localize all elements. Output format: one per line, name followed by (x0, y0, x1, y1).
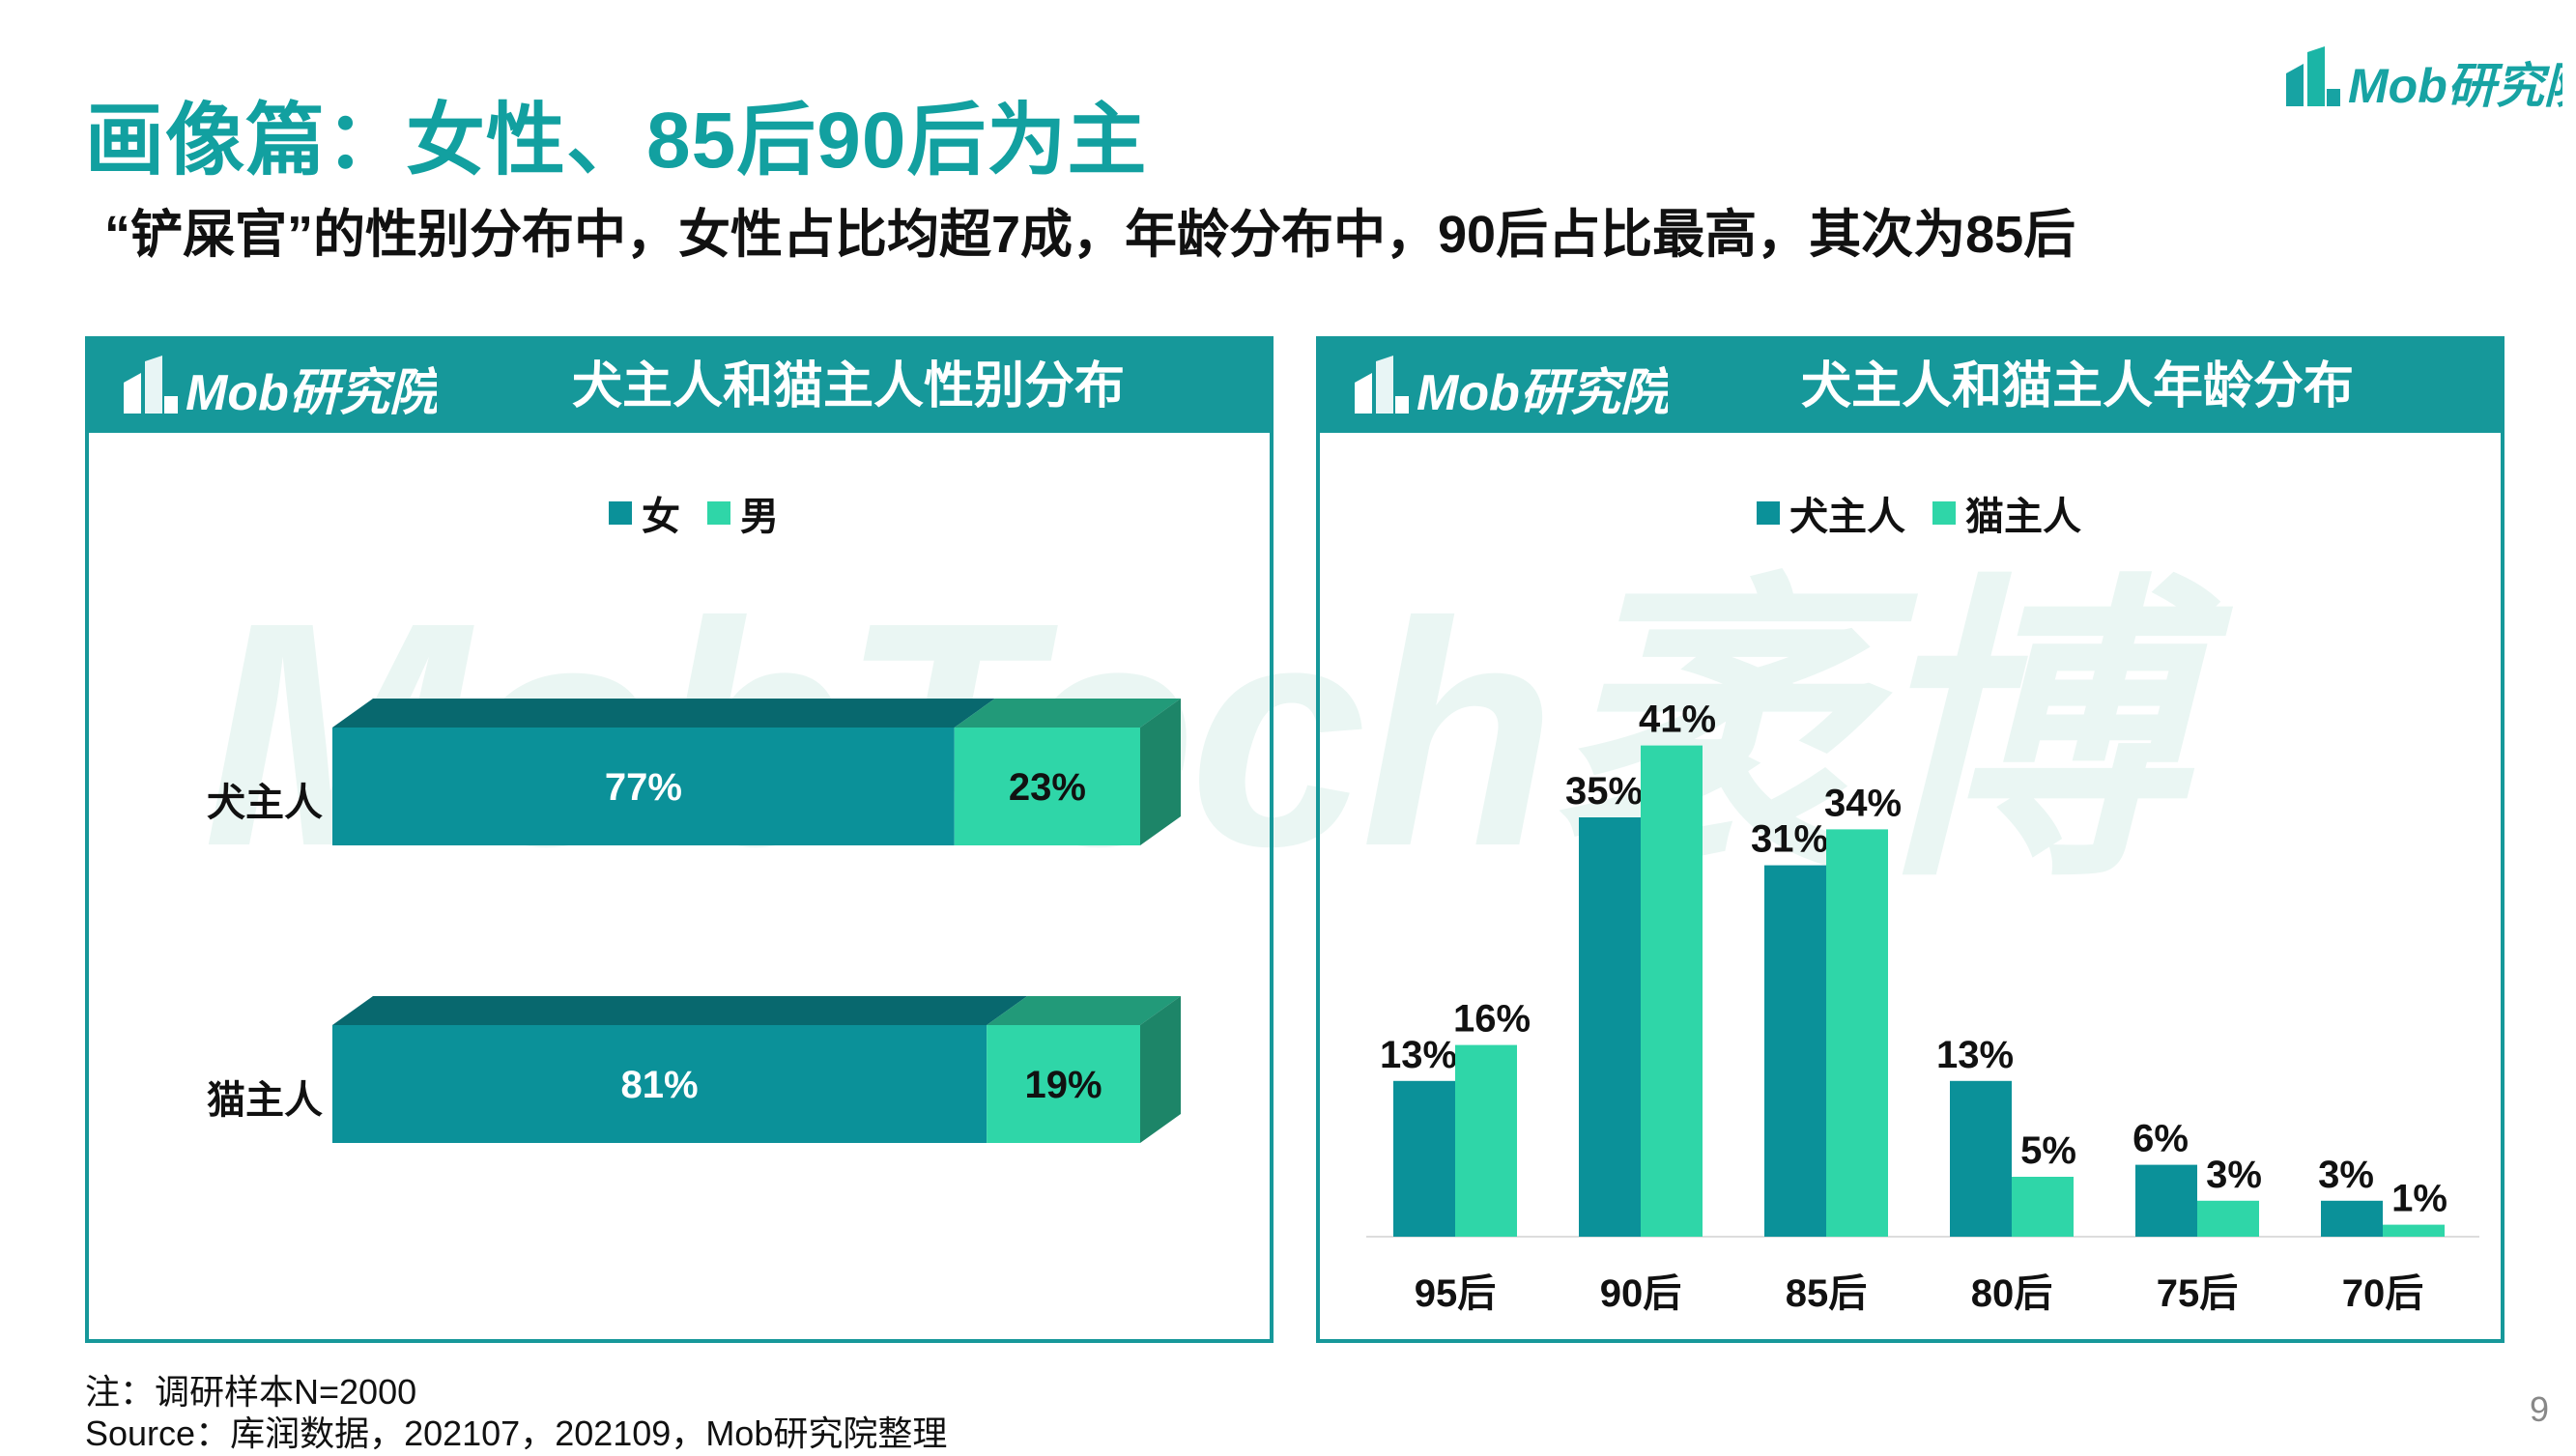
x-tick-label-2: 85后 (1786, 1272, 1868, 1315)
data-label-0-2: 31% (1751, 818, 1828, 861)
x-tick-label-0: 95后 (1415, 1272, 1497, 1315)
data-label-1-0: 16% (1453, 998, 1531, 1041)
legend-swatch-cat-owner (1932, 501, 1956, 525)
logo-mark-icon: Mob研究院 (2286, 46, 2576, 113)
page-subtitle: “铲屎官”的性别分布中，女性占比均超7成，年龄分布中，90后占比最高，其次为85… (104, 206, 2076, 264)
bar-0-2 (1764, 865, 1826, 1237)
data-label-1-2: 34% (1824, 782, 1902, 824)
panel-logo-text: Mob研究院 (186, 365, 437, 421)
bar-1-5 (2383, 1224, 2445, 1237)
bar-side-1 (1140, 996, 1181, 1143)
page-number: 9 (2530, 1389, 2550, 1429)
data-label-1-0: 23% (1009, 766, 1086, 809)
data-label-1-5: 1% (2391, 1178, 2447, 1220)
legend-item-cat-owner: 猫主人 (1932, 485, 2081, 541)
data-label-1-1: 19% (1025, 1064, 1102, 1106)
data-label-0-1: 35% (1565, 770, 1643, 813)
data-label-0-3: 13% (1936, 1034, 2014, 1076)
legend-label-male: 男 (740, 496, 779, 538)
category-label-1: 猫主人 (207, 1079, 323, 1122)
panel-logo-text: Mob研究院 (1417, 365, 1668, 421)
page-title: 画像篇：女性、85后90后为主 (85, 97, 1148, 185)
bar-top-1-0 (954, 699, 1181, 728)
bar-0-4 (2135, 1164, 2197, 1237)
age-chart-panel: Mob研究院 犬主人和猫主人年龄分布 犬主人 猫主人 13% 16% 95后 35% 4… (1316, 336, 2504, 1343)
legend-label-cat-owner: 猫主人 (1965, 496, 2081, 538)
source-note: Source：库润数据，202107，202109，Mob研究院整理 (85, 1413, 948, 1453)
brand-logo: Mob研究院 (2282, 46, 2576, 124)
data-label-1-4: 3% (2206, 1154, 2262, 1196)
x-tick-label-3: 80后 (1971, 1272, 2053, 1315)
panel-logo-icon: Mob研究院 (1355, 356, 1668, 421)
age-panel-header: Mob研究院 犬主人和猫主人年龄分布 (1320, 340, 2501, 433)
bar-1-1 (1641, 745, 1703, 1237)
bar-1-4 (2197, 1200, 2259, 1237)
age-chart-plot: 13%16%95后35%41%90后31%34%85后13%5%80后6%3%7… (1366, 699, 2479, 1315)
bar-segment-0-1 (332, 1025, 987, 1143)
gender-chart-title: 犬主人和猫主人性别分布 (572, 358, 1126, 414)
gender-chart-panel: Mob研究院 犬主人和猫主人性别分布 女 男 犬主人 77% 23% 猫主人 81% 19… (85, 336, 1274, 1343)
legend-item-dog-owner: 犬主人 (1757, 485, 1905, 541)
data-label-1-3: 5% (2020, 1129, 2076, 1172)
legend-swatch-male (707, 501, 730, 525)
bar-0-3 (1950, 1080, 2012, 1237)
legend-swatch-female (609, 501, 632, 525)
legend-label-female: 女 (642, 496, 680, 538)
data-label-0-1: 81% (621, 1064, 699, 1106)
bar-1-3 (2012, 1177, 2074, 1237)
legend-item-female: 女 (609, 485, 680, 541)
bar-top-0-1 (332, 996, 1028, 1025)
bar-side-0 (1140, 699, 1181, 845)
logo-text: Mob研究院 (2348, 59, 2562, 113)
age-chart-title: 犬主人和猫主人年龄分布 (1801, 358, 2355, 414)
bar-segment-1-0 (954, 728, 1140, 845)
data-label-0-0: 13% (1380, 1034, 1457, 1076)
gender-chart-plot: 犬主人 77% 23% 猫主人 81% 19% (207, 699, 1181, 1143)
legend-swatch-dog-owner (1757, 501, 1780, 525)
bar-0-5 (2321, 1200, 2383, 1237)
bar-0-1 (1579, 817, 1641, 1237)
data-label-0-4: 6% (2132, 1118, 2189, 1160)
sample-note: 注：调研样本N=2000 (85, 1372, 417, 1412)
bar-segment-0-0 (332, 728, 955, 845)
x-tick-label-1: 90后 (1600, 1272, 1682, 1315)
panel-logo-icon: Mob研究院 (124, 356, 437, 421)
legend-label-dog-owner: 犬主人 (1789, 496, 1905, 538)
legend-item-male: 男 (707, 485, 779, 541)
data-label-1-1: 41% (1639, 699, 1716, 741)
x-tick-label-5: 70后 (2342, 1272, 2424, 1315)
data-label-0-0: 77% (605, 766, 682, 809)
data-label-0-5: 3% (2318, 1154, 2374, 1196)
bar-0-0 (1393, 1080, 1455, 1237)
gender-legend: 女 男 (609, 485, 806, 541)
bar-top-0-0 (332, 699, 995, 728)
bar-1-0 (1455, 1044, 1517, 1237)
gender-panel-header: Mob研究院 犬主人和猫主人性别分布 (89, 340, 1270, 433)
bar-segment-1-1 (987, 1025, 1140, 1143)
bar-1-2 (1826, 829, 1888, 1237)
age-legend: 犬主人 猫主人 (1757, 485, 2108, 541)
bar-top-1-1 (987, 996, 1181, 1025)
category-label-0: 犬主人 (207, 782, 323, 824)
x-tick-label-4: 75后 (2157, 1272, 2239, 1315)
